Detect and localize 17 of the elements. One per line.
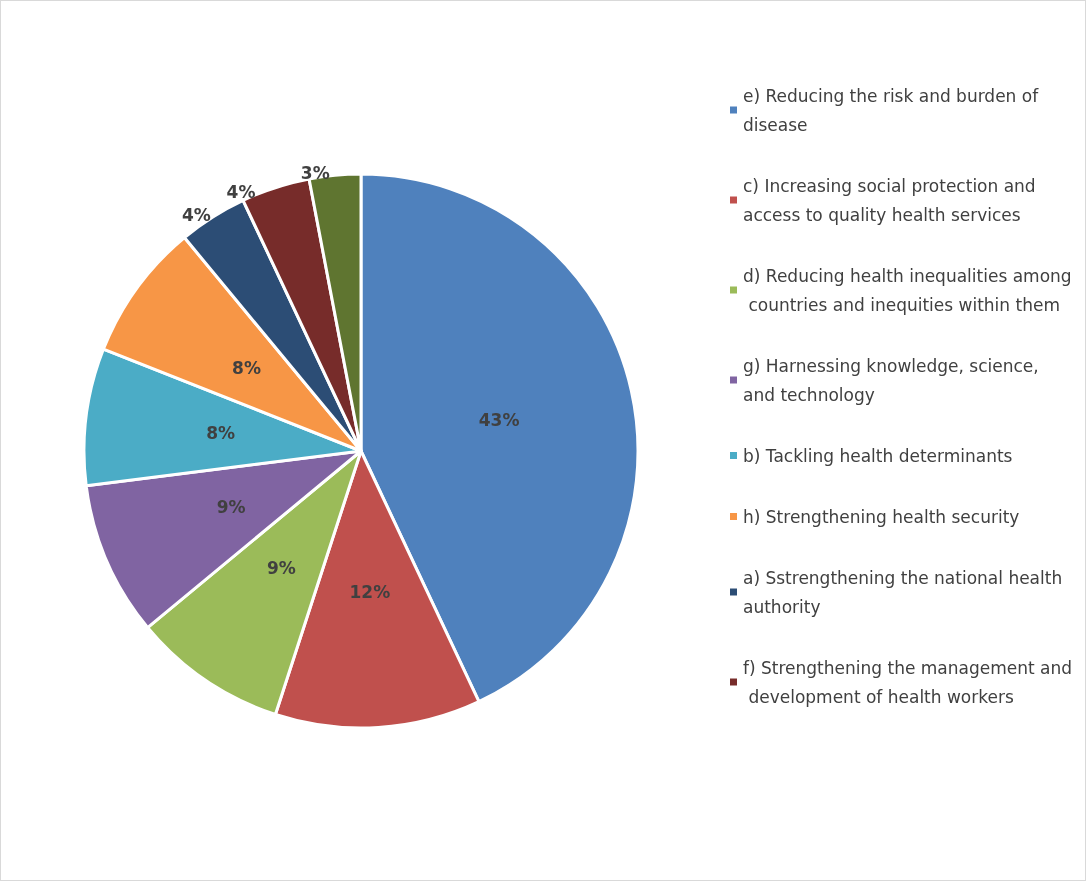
data-label: 8%	[232, 357, 261, 378]
legend-label: g) Harnessing knowledge, science, and technology	[743, 355, 1045, 405]
data-label: 3%	[300, 163, 330, 184]
data-label: 43%	[478, 410, 520, 431]
legend-label: c) Increasing social protection and access to quality health services	[743, 175, 1042, 225]
data-label: 4%	[181, 205, 211, 226]
legend-label: f) Strengthening the management and development of health workers	[743, 657, 1073, 707]
legend-label: e) Reducing the risk and burden of disease	[743, 85, 1044, 135]
data-label: 8%	[206, 423, 236, 444]
data-label: 9%	[267, 558, 296, 579]
legend-label: d) Reducing health inequalities among countries and inequities within them	[743, 265, 1072, 315]
data-label: 4%	[226, 182, 256, 203]
legend-label: a) Sstrengthening the national health authority	[743, 567, 1068, 617]
legend-label: b) Tackling health determinants	[743, 445, 1013, 466]
data-label: 9%	[216, 497, 246, 518]
legend-label: h) Strengthening health security	[743, 506, 1020, 527]
data-label: 12%	[349, 582, 391, 603]
